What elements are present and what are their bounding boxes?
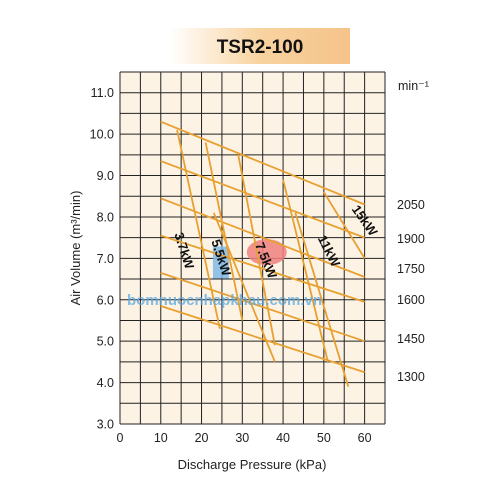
power-line-15kW xyxy=(323,191,366,259)
speed-line-1600 xyxy=(160,234,365,303)
y-tick-label: 11.0 xyxy=(91,86,114,100)
power-line-11kW xyxy=(282,179,329,363)
x-axis-label: Discharge Pressure (kPa) xyxy=(178,457,327,472)
power-line-7-5kW xyxy=(237,154,276,346)
x-tick-label: 0 xyxy=(117,431,124,445)
y-axis-label: Air Volume (m³/min) xyxy=(68,191,83,306)
speed-line-2050 xyxy=(160,120,365,206)
x-tick-label: 10 xyxy=(154,431,168,445)
y-axis: 3.0 4.0 5.0 6.0 7.0 8.0 9.0 10.0 11.0 xyxy=(90,86,114,431)
y-tick-label: 8.0 xyxy=(97,210,114,224)
y-tick-label: 3.0 xyxy=(97,418,114,432)
x-tick-label: 40 xyxy=(276,431,290,445)
rpm-label: 1900 xyxy=(397,232,425,246)
watermark: bomnuocnhapkhau.com.vn xyxy=(127,292,322,309)
rpm-label: 1450 xyxy=(397,332,425,346)
y-tick-label: 4.0 xyxy=(97,376,114,390)
x-tick-label: 30 xyxy=(235,431,249,445)
x-axis: 0 10 20 30 40 50 60 xyxy=(117,431,372,445)
rpm-label: 2050 xyxy=(397,198,425,212)
y-tick-label: 10.0 xyxy=(90,128,114,142)
rpm-unit-label: min⁻¹ xyxy=(398,79,429,93)
curves xyxy=(160,120,366,387)
x-tick-label: 60 xyxy=(358,431,372,445)
x-tick-label: 20 xyxy=(195,431,209,445)
rpm-labels: 2050 1900 1750 1600 1450 1300 xyxy=(397,198,425,384)
power-line-5-5kW xyxy=(204,142,244,321)
y-tick-label: 5.0 xyxy=(97,335,114,349)
power-line xyxy=(294,212,350,387)
chart-title: TSR2-100 xyxy=(217,37,304,58)
x-tick-label: 50 xyxy=(317,431,331,445)
power-line-3-7kW xyxy=(176,129,221,329)
rpm-label: 1600 xyxy=(397,293,425,307)
operating-zone-red xyxy=(246,239,287,266)
title-banner xyxy=(170,28,350,64)
rpm-label: 1750 xyxy=(397,262,425,276)
speed-line-1300 xyxy=(160,305,365,374)
y-tick-label: 6.0 xyxy=(97,293,114,307)
speed-line-1900 xyxy=(160,160,365,239)
rpm-label: 1300 xyxy=(397,370,425,384)
y-tick-label: 9.0 xyxy=(97,169,114,183)
power-line xyxy=(212,212,276,363)
y-tick-label: 7.0 xyxy=(97,252,114,266)
